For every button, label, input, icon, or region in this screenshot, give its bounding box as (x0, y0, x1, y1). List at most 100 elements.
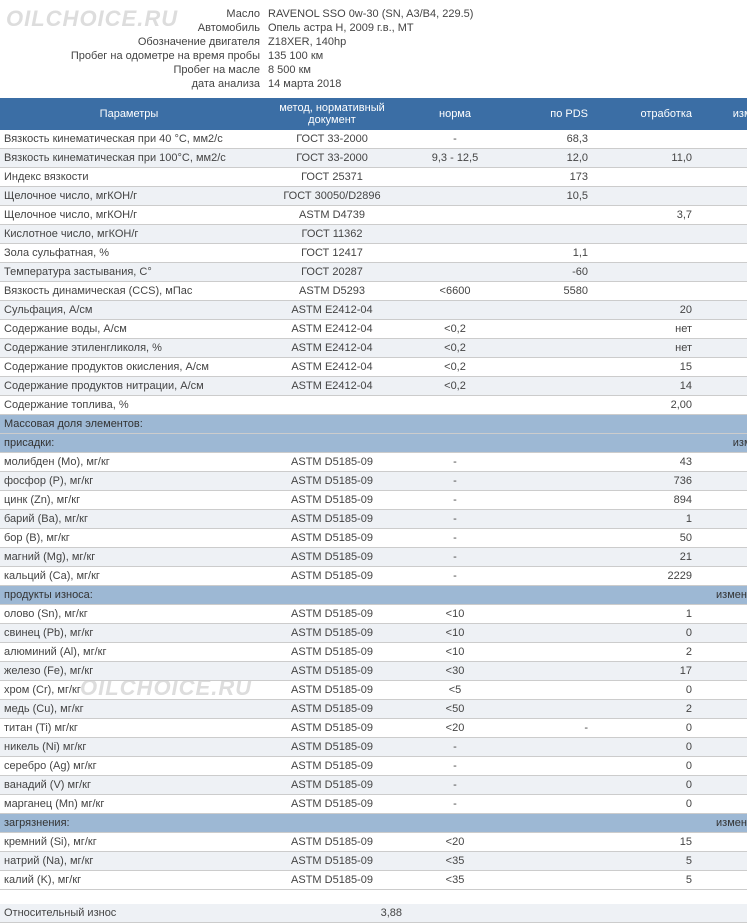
cell: 2 (598, 643, 702, 662)
cell: - (406, 548, 504, 567)
cell: Содержание воды, А/см (0, 320, 258, 339)
header-row: Обозначение двигателяZ18XER, 140hp (0, 36, 747, 48)
relative-wear-label: Относительный износ (0, 904, 258, 923)
cell: ГОСТ 11362 (258, 225, 406, 244)
cell: 0 (598, 776, 702, 795)
cell (702, 263, 747, 282)
cell (504, 757, 598, 776)
cell (258, 586, 406, 605)
cell (702, 168, 747, 187)
cell: ASTM D5185-09 (258, 624, 406, 643)
table-row: калий (K), мг/кгASTM D5185-09<3555,0 (0, 871, 747, 890)
cell: Сульфация, А/см (0, 301, 258, 320)
cell: - (406, 795, 504, 814)
cell (504, 662, 598, 681)
cell (702, 472, 747, 491)
cell: кальций (Ca), мг/кг (0, 567, 258, 586)
cell (504, 491, 598, 510)
cell (598, 130, 702, 149)
cell (702, 244, 747, 263)
cell (504, 643, 598, 662)
column-header: Параметры (0, 98, 258, 130)
table-row: кальций (Ca), мг/кгASTM D5185-09-2229 (0, 567, 747, 586)
cell (406, 225, 504, 244)
cell (406, 586, 504, 605)
cell: -64,8 (702, 206, 747, 225)
cell (504, 586, 598, 605)
cell (406, 263, 504, 282)
table-row: олово (Sn), мг/кгASTM D5185-09<1011,0 (0, 605, 747, 624)
cell: -8,3 (702, 149, 747, 168)
cell: 2,0 (702, 700, 747, 719)
cell (702, 320, 747, 339)
cell: ГОСТ 20287 (258, 263, 406, 282)
header-label: Пробег на одометре на время пробы (0, 50, 268, 62)
cell (504, 415, 598, 434)
cell: 9,3 - 12,5 (406, 149, 504, 168)
cell (504, 871, 598, 890)
cell (504, 738, 598, 757)
relative-wear-value: 3,88 (258, 904, 422, 923)
table-row: кремний (Si), мг/кгASTM D5185-09<201515,… (0, 833, 747, 852)
cell: 736 (598, 472, 702, 491)
header-label: Пробег на масле (0, 64, 268, 76)
cell: олово (Sn), мг/кг (0, 605, 258, 624)
cell: титан (Ti) мг/кг (0, 719, 258, 738)
cell: Содержание топлива, % (0, 396, 258, 415)
cell: - (406, 738, 504, 757)
cell (504, 377, 598, 396)
header-value: Z18XER, 140hp (268, 36, 747, 48)
cell: 0,0 (702, 624, 747, 643)
cell: <5 (406, 681, 504, 700)
header-label: Масло (0, 8, 268, 20)
cell: 3,7 (598, 206, 702, 225)
cell (504, 852, 598, 871)
cell: - (406, 491, 504, 510)
table-row: свинец (Pb), мг/кгASTM D5185-09<1000,0 (0, 624, 747, 643)
cell: 2,00 (598, 396, 702, 415)
cell (406, 187, 504, 206)
cell: медь (Cu), мг/кг (0, 700, 258, 719)
cell (504, 529, 598, 548)
cell: 10,5 (504, 187, 598, 206)
table-row: алюминий (Al), мг/кгASTM D5185-09<1022,0 (0, 643, 747, 662)
cell (598, 415, 702, 434)
cell (702, 567, 747, 586)
cell: 21 (598, 548, 702, 567)
cell: Щелочное число, мгКОН/г (0, 187, 258, 206)
cell: 2 (598, 700, 702, 719)
analysis-table: Параметрыметод, нормативный документнорм… (0, 98, 747, 890)
column-header: норма (406, 98, 504, 130)
header-row: Пробег на масле8 500 км (0, 64, 747, 76)
column-header: по PDS (504, 98, 598, 130)
cell: 173 (504, 168, 598, 187)
cell: 5 (598, 852, 702, 871)
cell (406, 168, 504, 187)
cell (258, 814, 406, 833)
cell: ASTM D5185-09 (258, 567, 406, 586)
table-row: молибден (Мо), мг/кгASTM D5185-09-43 (0, 453, 747, 472)
cell: ГОСТ 25371 (258, 168, 406, 187)
header-row: дата анализа14 марта 2018 (0, 78, 747, 90)
table-row: Кислотное число, мгКОН/гГОСТ 11362 (0, 225, 747, 244)
cell (504, 453, 598, 472)
cell (598, 814, 702, 833)
cell: загрязнения: (0, 814, 258, 833)
section-row: загрязнения:изменение, мг/кг (0, 814, 747, 833)
cell (598, 282, 702, 301)
table-row: фосфор (P), мг/кгASTM D5185-09-736 (0, 472, 747, 491)
table-row: цинк (Zn), мг/кгASTM D5185-09-894 (0, 491, 747, 510)
cell: 0,0 (702, 795, 747, 814)
cell: железо (Fe), мг/кг (0, 662, 258, 681)
cell: <0,2 (406, 358, 504, 377)
cell (702, 282, 747, 301)
cell: ASTM D5185-09 (258, 795, 406, 814)
cell: ASTM D5185-09 (258, 548, 406, 567)
cell: 12,0 (504, 149, 598, 168)
cell: <50 (406, 700, 504, 719)
header-label: дата анализа (0, 78, 268, 90)
cell (258, 415, 406, 434)
cell (406, 434, 504, 453)
table-row: магний (Mg), мг/кгASTM D5185-09-21 (0, 548, 747, 567)
cell: 0 (598, 681, 702, 700)
